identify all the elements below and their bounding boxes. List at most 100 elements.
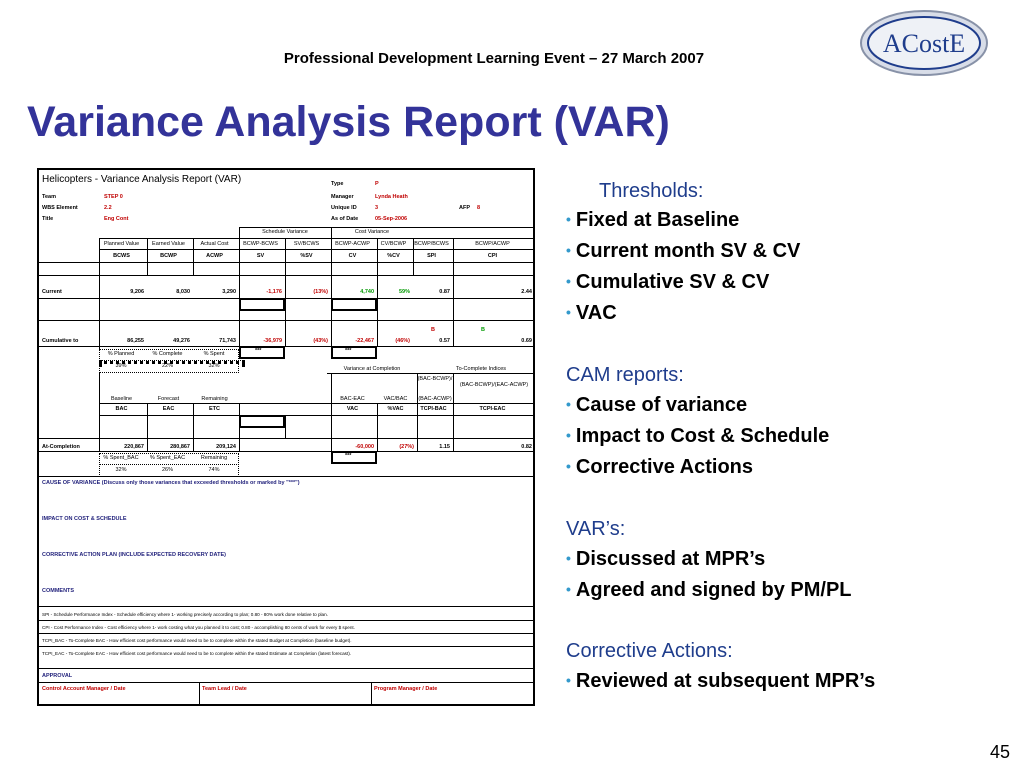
threshold-item: • Current month SV & CV [566,240,801,262]
team-label: Team [42,194,56,200]
pct-value: 22% [161,363,173,369]
column-subheader: CV/BCWP [380,241,407,247]
spi-flag: B [481,327,485,333]
atc-value: 209,124 [216,444,236,450]
current-value: 8,030 [176,289,190,295]
column-header: SV [256,253,265,259]
atc-value: 0.82 [521,444,532,450]
cumulative-value: (43%) [313,338,328,344]
atc-value: -60,000 [355,444,374,450]
cumulative-value: 0.69 [521,338,532,344]
completion-subheader: Forecast [157,396,180,402]
cumulative-value: (46%) [395,338,410,344]
atc-value: 220,867 [124,444,144,450]
column-header: CV [348,253,357,259]
column-header: %SV [300,253,313,259]
wbs-label: WBS Element [42,205,78,211]
cumulative-value: 71,743 [219,338,236,344]
afp-value: 8 [477,205,481,211]
column-subheader: Actual Cost [200,241,229,247]
completion-header: BAC [115,406,128,412]
pct2-value: 74% [208,467,220,473]
type-value: P [375,181,379,187]
column-header: CPI [487,253,498,259]
wbs-value: 2.2 [104,205,112,211]
cam-item: • Corrective Actions [566,456,753,478]
var-heading: VAR’s: [566,518,626,540]
pct-value: 39% [115,363,127,369]
completion-header: VAC [346,406,359,412]
pct2-value: 32% [115,467,127,473]
var-form: Helicopters - Variance Analysis Report (… [37,168,535,706]
title-value: Eng Cont [104,216,129,222]
manager-label: Manager [331,194,354,200]
impact-heading: IMPACT ON COST & SCHEDULE [42,516,127,522]
pct2-value: 26% [161,467,173,473]
acoste-logo: ACostE [860,10,988,76]
schedule-variance-header: Schedule Variance [262,229,308,235]
completion-header: TCPI-EAC [479,406,506,412]
slide-title: Variance Analysis Report (VAR) [27,98,670,146]
completion-header: TCPI-BAC [420,406,447,412]
cumulative-value: -36,979 [263,338,282,344]
note-tcpi-bac: TCPI_BAC - To-Complete BAC - How efficie… [42,638,352,643]
form-title: Helicopters - Variance Analysis Report (… [42,174,242,185]
pct-header: % Spent [203,351,225,357]
current-value: 3,290 [222,289,236,295]
cumulative-value: -22,467 [355,338,374,344]
column-subheader: SV/BCWS [293,241,320,247]
signature-cam: Control Account Manager / Date [42,686,126,692]
pct-header: % Complete [152,351,183,357]
afp-label: AFP [459,205,470,211]
cam-item: • Impact to Cost & Schedule [566,425,830,447]
column-subheader: BCWP/ACWP [475,241,510,247]
asof-value: 05-Sep-2006 [375,216,408,222]
vac-header: Variance at Completion [343,366,401,372]
threshold-item: • Fixed at Baseline [566,209,740,231]
column-header: BCWS [113,253,130,259]
column-subheader: Planned Value [103,241,140,247]
approval-heading: APPROVAL [42,673,73,679]
var-item: • Agreed and signed by PM/PL [566,579,852,601]
atc-value: (27%) [399,444,414,450]
event-header: Professional Development Learning Event … [283,50,705,67]
column-header: %CV [387,253,400,259]
cause-of-variance: CAUSE OF VARIANCE (Discuss only those va… [42,480,300,486]
var-item: • Discussed at MPR’s [566,548,766,570]
completion-header: ETC [209,406,220,412]
column-subheader: Earned Value [152,241,185,247]
team-value: STEP 0 [104,194,123,200]
atc-value: 1.15 [439,444,450,450]
column-header: ACWP [206,253,223,259]
sv-stars: *** [255,348,262,354]
pct2-header: % Spent_BAC [103,455,139,461]
tci-header: To-Complete Indices [455,366,507,372]
cumulative-value: 49,276 [173,338,190,344]
unique-value: 3 [375,205,379,211]
threshold-item: • VAC [566,302,617,324]
cumulative-label: Cumulative to [42,338,79,344]
cumulative-value: 86,255 [127,338,144,344]
signature-team-lead: Team Lead / Date [202,686,247,692]
ca-item: • Reviewed at subsequent MPR’s [566,670,876,692]
ca-heading: Corrective Actions: [566,640,733,662]
cumulative-value: 0.57 [439,338,450,344]
note-cpi: CPI - Cost Performance Index - Cost effi… [42,625,355,630]
atc-value: 280,867 [170,444,190,450]
svg-text:ACostE: ACostE [883,29,965,58]
manager-value: Lynda Heath [375,194,408,200]
page-number: 45 [989,742,1010,762]
signature-pm: Program Manager / Date [374,686,438,692]
tci-sub1b: (BAC-ACWP) [418,396,452,402]
column-header: BCWP [160,253,177,259]
column-subheader: BCWP/BCWS [414,241,449,247]
current-value: 4,740 [360,289,374,295]
current-value: (13%) [313,289,328,295]
current-value: 9,206 [130,289,144,295]
atc-label: At-Completion [42,444,80,450]
note-spi: SPI - Schedule Performance Index - Sched… [42,612,328,617]
column-subheader: BCWP-BCWS [243,241,278,247]
threshold-item: • Cumulative SV & CV [566,271,770,293]
column-subheader: BCWP-ACWP [335,241,370,247]
pct2-header: % Spent_EAC [149,455,186,461]
